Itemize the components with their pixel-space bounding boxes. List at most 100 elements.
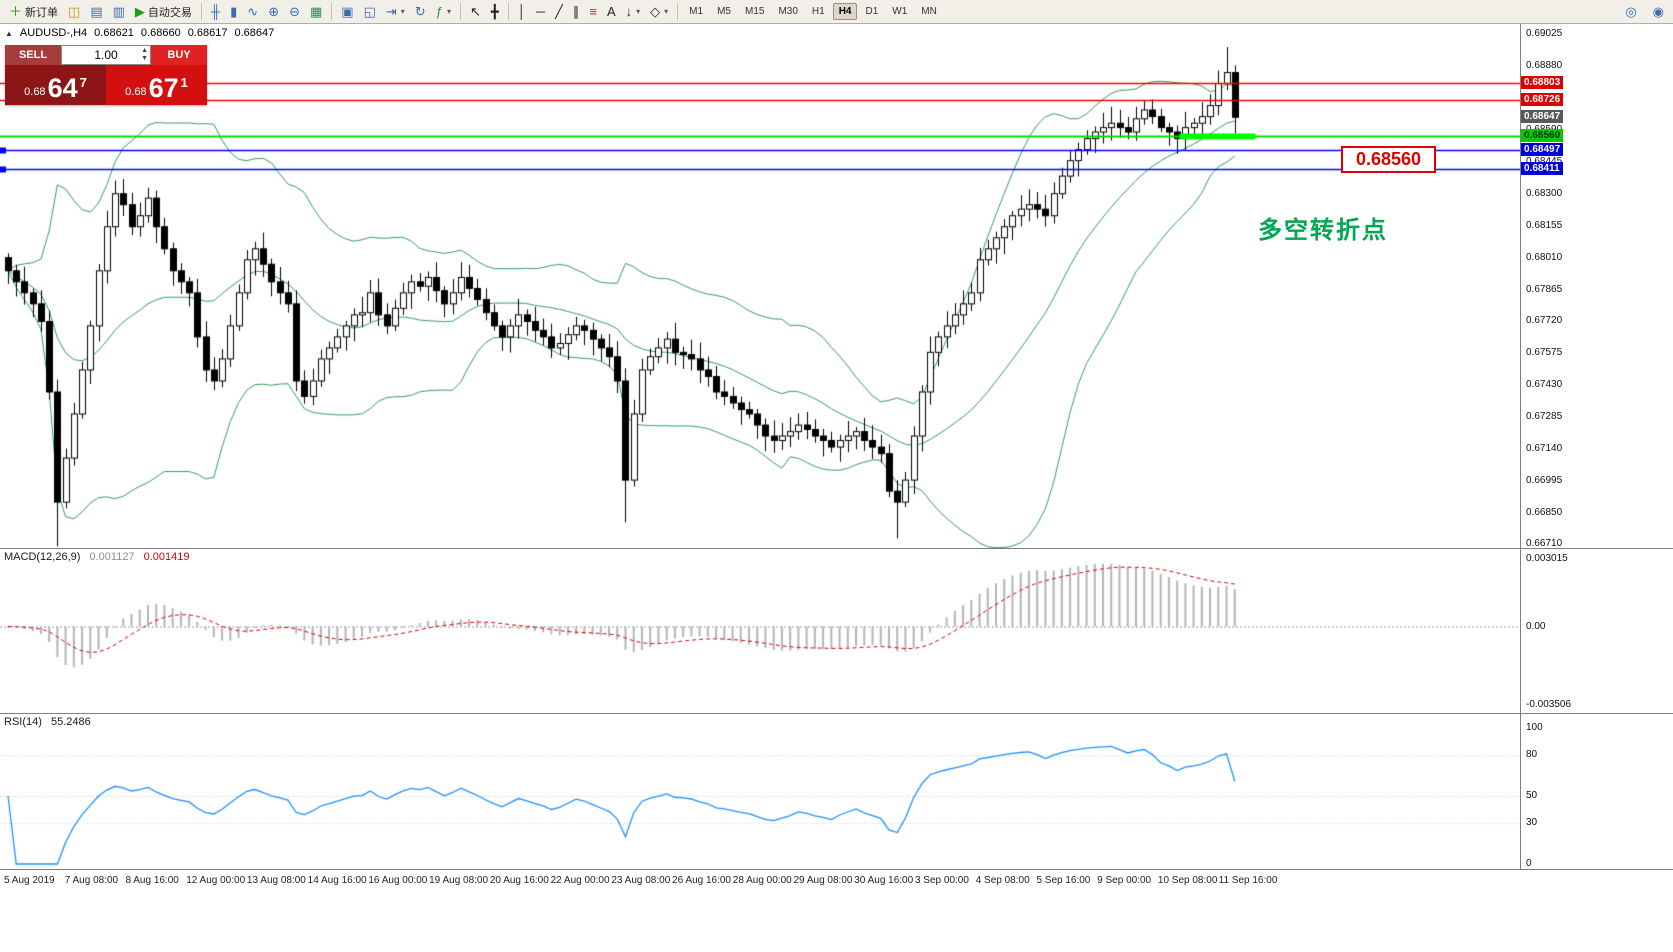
crosshair-icon[interactable]: ╋ [486,2,504,22]
bar-chart-mode-icon[interactable]: ╫ [206,2,225,22]
sell-button[interactable]: SELL [5,45,61,65]
hline-price-tag: 0.68803 [1521,75,1564,89]
search-icon[interactable]: ◎ [1625,4,1637,19]
bar-high: 0.68660 [140,27,181,39]
profiles-icon: ▤ [90,4,103,19]
zoom-in-icon[interactable]: ⊕ [263,2,284,22]
horizontal-line-icon[interactable]: ─ [531,2,550,22]
line-chart-mode-icon[interactable]: ∿ [242,2,263,22]
price-chart-panel: ▲ AUDUSD-,H4 0.68621 0.68660 0.68617 0.6… [0,24,1673,549]
macd-axis-tick: 0.00 [1526,620,1546,632]
chart-shift-icon: ⇥ [385,4,397,19]
price-axis-tick: 0.67285 [1526,411,1563,423]
macd-axis[interactable]: 0.003015 0.00 -0.003506 [1520,549,1673,713]
price-axis[interactable]: 0.690250.688800.687350.685900.684450.683… [1520,24,1673,549]
autotrading-button-label: 自动交易 [147,6,192,19]
cascade-windows-icon[interactable]: ◱ [359,2,381,22]
timeframe-h4[interactable]: H4 [832,3,858,20]
tile-windows-icon[interactable]: ▣ [336,2,358,22]
timeframe-w1[interactable]: W1 [892,6,908,17]
chart-window-icon: ◫ [68,4,81,19]
timeframe-mn[interactable]: MN [921,6,937,17]
text-tool-icon[interactable]: A [602,2,621,22]
buy-price-display[interactable]: 0.68 67 1 [106,65,207,105]
shapes-tool-icon[interactable]: ◇ ▾ [645,2,673,22]
rsi-axis[interactable]: 100 80 50 30 0 [1520,714,1673,869]
timeframe-m5[interactable]: M5 [717,6,731,17]
one-click-collapse-icon[interactable]: ▲ [5,28,13,38]
timeframe-group: M1 M5 M15 M30 H1 H4 D1 W1 MN [682,3,944,20]
trend-annotation[interactable]: 多空转折点 [1258,217,1388,244]
crosshair-icon: ╋ [490,4,499,19]
time-axis-label: 13 Aug 08:00 [246,875,306,886]
zoom-out-icon[interactable]: ⊖ [284,2,305,22]
chart-shift-icon[interactable]: ⇥ ▾ [381,2,410,22]
price-axis-tick: 0.66710 [1526,538,1563,549]
channel-icon[interactable]: ∥ [568,2,585,22]
price-axis-tick: 0.68300 [1526,187,1563,199]
time-axis-label: 14 Aug 16:00 [307,875,367,886]
support-level-label[interactable]: 0.68560 [1341,146,1437,173]
timeframe-d1[interactable]: D1 [865,6,879,17]
time-axis-label: 9 Sep 00:00 [1097,875,1152,886]
price-axis-tick: 0.67575 [1526,347,1563,359]
new-order-button[interactable]: ＋新订单 [4,2,63,22]
community-icon[interactable]: ◉ [1652,4,1664,19]
hline-price-tag: 0.68497 [1521,143,1564,157]
arrows-tool-icon[interactable]: ↓ ▾ [621,2,646,22]
time-axis-label: 28 Aug 00:00 [732,875,792,886]
price-axis-tick: 0.67140 [1526,443,1563,455]
time-axis-label: 23 Aug 08:00 [611,875,671,886]
new-order-button-label: 新订单 [25,6,59,19]
volume-down-button[interactable]: ▼ [141,55,148,62]
sell-price-display[interactable]: 0.68 64 7 [5,65,106,105]
cursor-icon: ↖ [469,4,481,19]
buy-price-point: 1 [180,75,188,90]
toolbar-separator [200,3,202,20]
timeframe-m30[interactable]: M30 [778,6,798,17]
price-axis-tick: 0.67720 [1526,315,1563,327]
time-axis-label: 5 Aug 2019 [4,875,55,886]
candlestick-mode-icon[interactable]: ▮ [225,2,242,22]
volume-field[interactable]: 1.00 ▲ ▼ [61,45,151,65]
rsi-canvas[interactable] [0,714,1520,869]
zoom-in-icon: ⊕ [268,4,280,19]
price-axis-tick: 0.68880 [1526,59,1563,71]
timeframe-m1[interactable]: M1 [689,6,704,17]
macd-canvas[interactable] [0,549,1520,713]
auto-scroll-icon[interactable]: ↻ [410,2,431,22]
timeframe-m15[interactable]: M15 [744,6,765,17]
vertical-line-icon[interactable]: │ [513,2,531,22]
bar-open: 0.68621 [94,27,134,39]
time-axis-label: 3 Sep 00:00 [914,875,969,886]
price-axis-tick: 0.66995 [1526,475,1563,487]
macd-label: MACD(12,26,9) 0.001127 0.001419 [4,551,190,563]
rsi-name: RSI(14) [4,716,42,728]
arrows-tool-icon: ↓ [625,4,633,19]
cursor-icon[interactable]: ↖ [465,2,486,22]
main-chart-canvas[interactable] [0,24,1520,548]
volume-up-button[interactable]: ▲ [141,47,148,54]
grid-icon[interactable]: ▦ [305,2,327,22]
indicators-icon[interactable]: ƒ ▾ [431,2,456,22]
time-axis-label: 11 Sep 16:00 [1218,875,1278,886]
new-order-button: ＋ [9,4,23,19]
trendline-icon[interactable]: ╱ [550,2,568,22]
profiles-icon[interactable]: ▤ [85,2,107,22]
toolbar-right-icons: ◎ ◉ [1620,2,1669,22]
data-window-icon[interactable]: ▥ [108,2,130,22]
sell-price-base: 0.68 [24,86,46,98]
time-axis[interactable]: 5 Aug 2019 7 Aug 08:00 8 Aug 16:00 12 Aug 0… [0,870,1673,896]
price-axis-tick: 0.68445 [1526,155,1563,167]
rsi-panel: RSI(14) 55.2486 100 80 50 30 0 [0,714,1673,870]
text-tool-icon: A [606,4,616,19]
chart-window-icon[interactable]: ◫ [63,2,85,22]
buy-button[interactable]: BUY [151,45,207,65]
sell-price-point: 7 [79,75,87,90]
chevron-down-icon: ▾ [446,7,451,16]
price-axis-tick: 0.68590 [1526,124,1562,135]
rsi-axis-tick: 50 [1526,790,1538,801]
timeframe-h1[interactable]: H1 [811,6,825,17]
autotrading-button[interactable]: ▶ 自动交易 [130,2,197,22]
fibonacci-icon[interactable]: ≡ [584,2,602,22]
